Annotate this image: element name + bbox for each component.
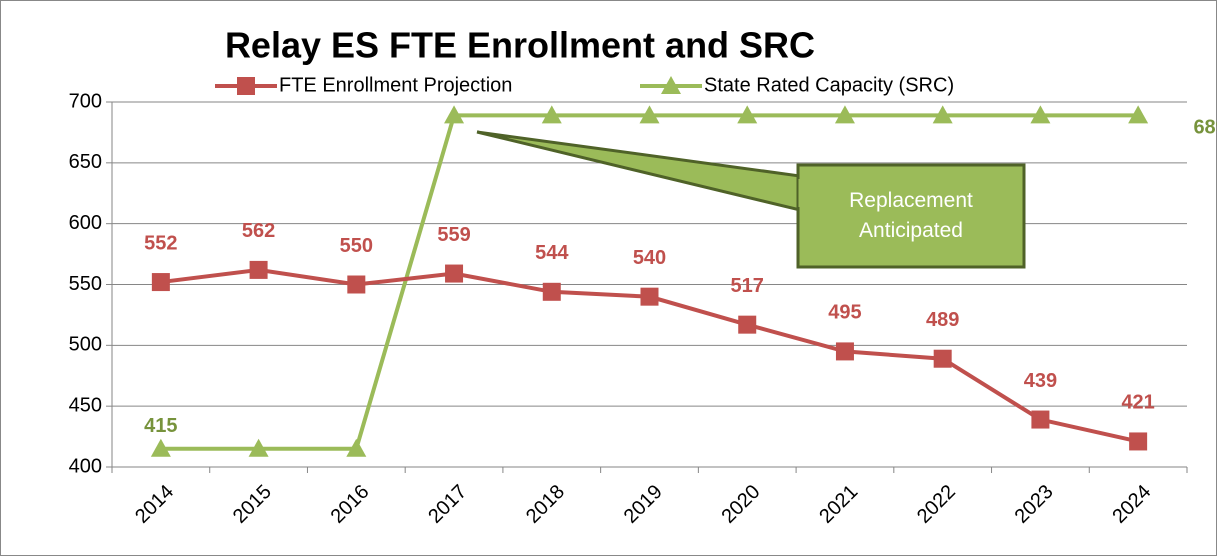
marker	[347, 275, 366, 294]
marker	[1128, 105, 1149, 124]
chart-title: Relay ES FTE Enrollment and SRC	[225, 25, 815, 66]
marker	[541, 105, 562, 124]
marker	[542, 282, 561, 301]
y-tick-label: 450	[69, 394, 102, 416]
data-label: 550	[340, 235, 373, 257]
data-label: 489	[926, 309, 959, 331]
data-label: 689	[1193, 117, 1217, 139]
data-label: 562	[242, 220, 275, 242]
marker	[835, 342, 854, 361]
marker	[737, 105, 758, 124]
marker	[151, 273, 170, 292]
marker	[346, 438, 367, 457]
data-label: 559	[437, 224, 470, 246]
data-label: 544	[535, 242, 569, 264]
marker	[248, 438, 269, 457]
data-label: 495	[828, 302, 861, 324]
marker	[640, 287, 659, 306]
data-label: 517	[731, 275, 764, 297]
marker	[444, 105, 465, 124]
marker	[639, 105, 660, 124]
y-tick-label: 650	[69, 151, 102, 173]
marker	[932, 105, 953, 124]
marker	[933, 349, 952, 368]
data-label: 540	[633, 247, 666, 269]
y-tick-label: 700	[69, 90, 102, 112]
y-tick-label: 550	[69, 273, 102, 295]
legend-label: State Rated Capacity (SRC)	[704, 74, 954, 96]
legend-label: FTE Enrollment Projection	[279, 74, 512, 96]
data-label: 415	[144, 415, 177, 437]
marker	[1030, 105, 1051, 124]
legend-marker	[237, 77, 255, 95]
marker	[738, 315, 757, 334]
callout-text: Replacement Anticipated	[849, 189, 973, 242]
data-label: 552	[144, 232, 177, 254]
legend-marker	[661, 76, 681, 94]
marker	[445, 264, 464, 283]
callout-box	[796, 163, 1026, 269]
y-tick-label: 500	[69, 334, 102, 356]
data-label: 421	[1121, 392, 1154, 414]
marker	[1129, 432, 1148, 451]
marker	[249, 260, 268, 279]
y-tick-label: 400	[69, 455, 102, 477]
y-tick-label: 600	[69, 212, 102, 234]
marker	[834, 105, 855, 124]
marker	[1031, 410, 1050, 429]
marker	[150, 438, 171, 457]
data-label: 439	[1024, 370, 1057, 392]
